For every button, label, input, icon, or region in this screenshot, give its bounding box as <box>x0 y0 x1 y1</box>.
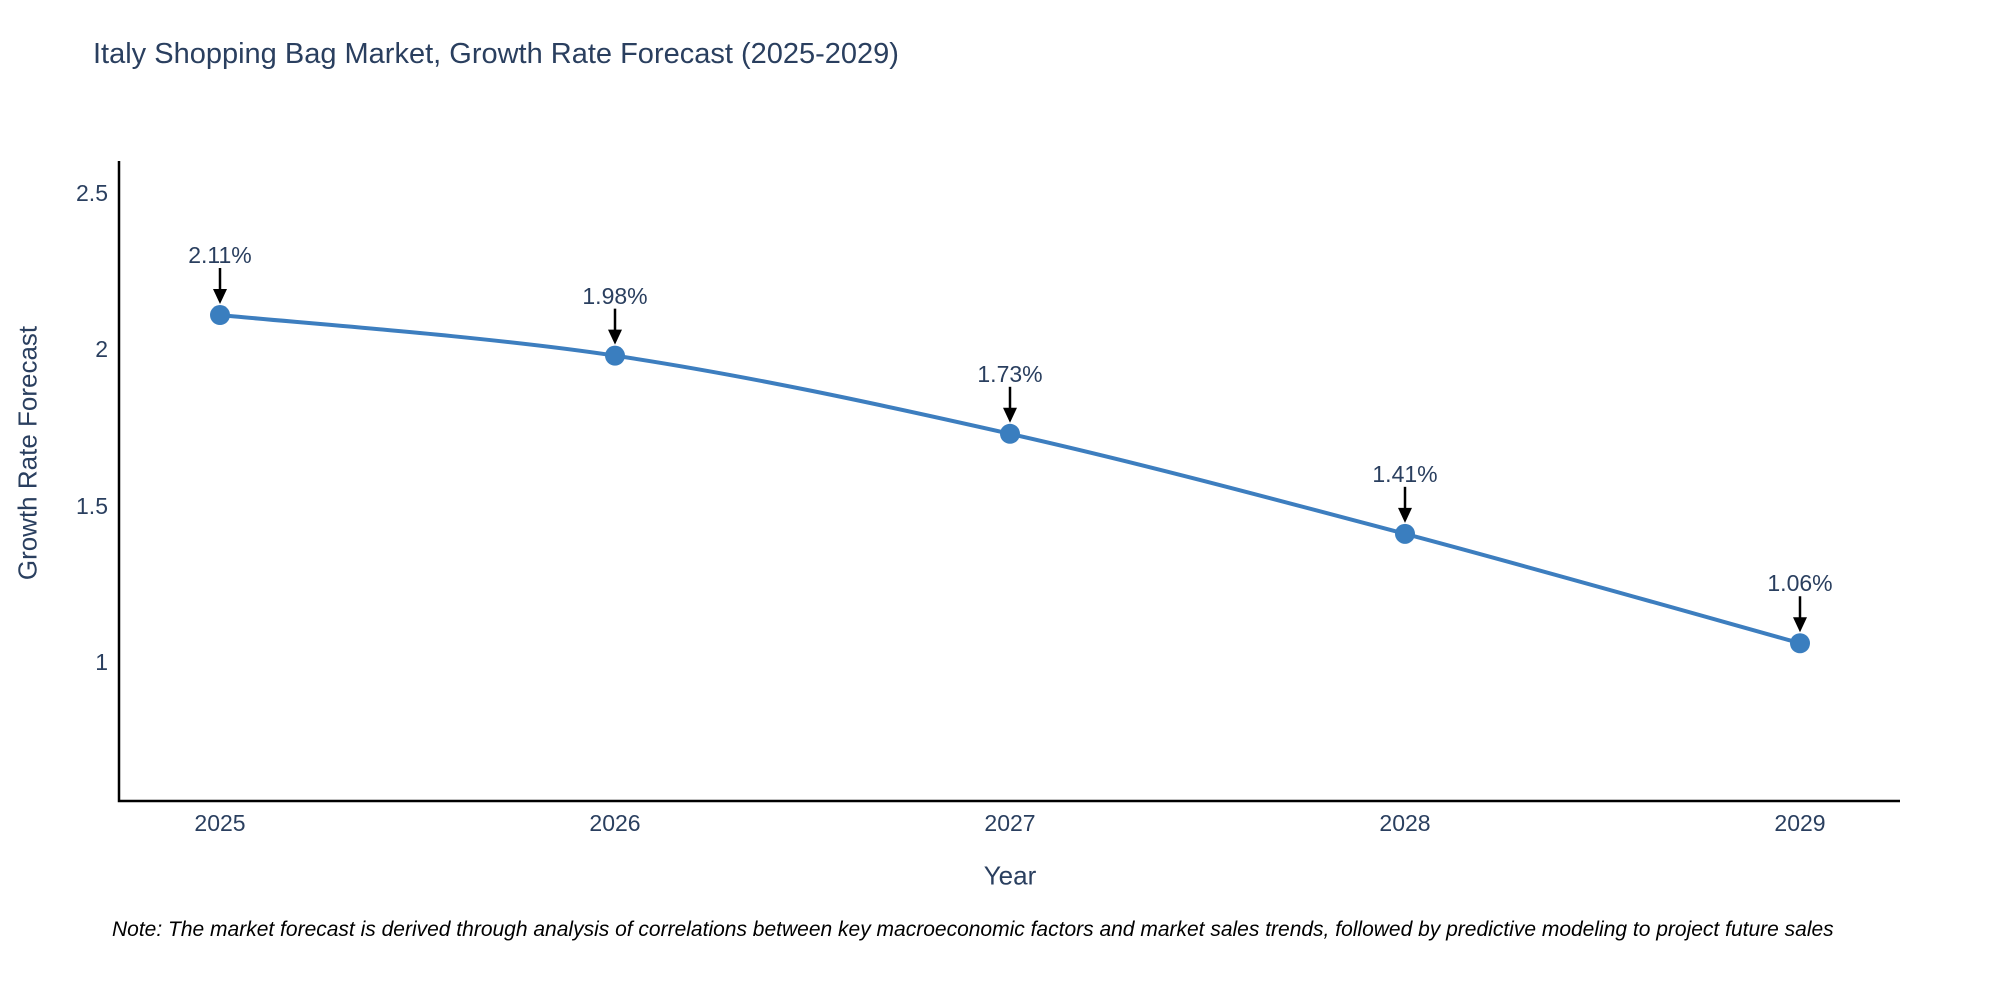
y-tick-label: 2 <box>95 336 108 363</box>
annotation-arrowhead <box>1793 617 1807 633</box>
annotation-arrowhead <box>608 329 622 345</box>
point-label: 1.73% <box>977 360 1043 387</box>
point-label: 1.06% <box>1767 570 1833 597</box>
annotation-arrowhead <box>213 289 227 305</box>
footnote-text: Note: The market forecast is derived thr… <box>112 918 1834 941</box>
point-label: 2.11% <box>188 242 252 268</box>
data-point-2026[interactable] <box>605 345 625 366</box>
y-tick-label: 1 <box>95 649 108 675</box>
y-tick-label: 2.5 <box>76 180 108 207</box>
x-tick-label: 2027 <box>984 810 1036 836</box>
point-label: 1.98% <box>582 282 648 309</box>
y-tick-label: 1.5 <box>76 492 108 519</box>
chart-title: Italy Shopping Bag Market, Growth Rate F… <box>93 38 899 70</box>
x-tick-label: 2025 <box>194 810 246 836</box>
x-tick-label: 2028 <box>1379 810 1431 836</box>
x-tick-label: 2026 <box>589 810 641 836</box>
axis-lines <box>117 161 1900 803</box>
annotation-arrowhead <box>1398 507 1412 523</box>
annotation-arrowhead <box>1003 407 1017 423</box>
data-point-2025[interactable] <box>210 305 230 326</box>
data-point-2027[interactable] <box>1000 423 1020 444</box>
data-point-2029[interactable] <box>1790 633 1810 654</box>
point-label: 1.41% <box>1372 460 1438 487</box>
x-axis-title: Year <box>983 860 1037 891</box>
x-tick-label: 2029 <box>1774 810 1826 836</box>
data-point-2028[interactable] <box>1395 523 1415 544</box>
y-axis-title: Growth Rate Forecast <box>12 325 43 581</box>
